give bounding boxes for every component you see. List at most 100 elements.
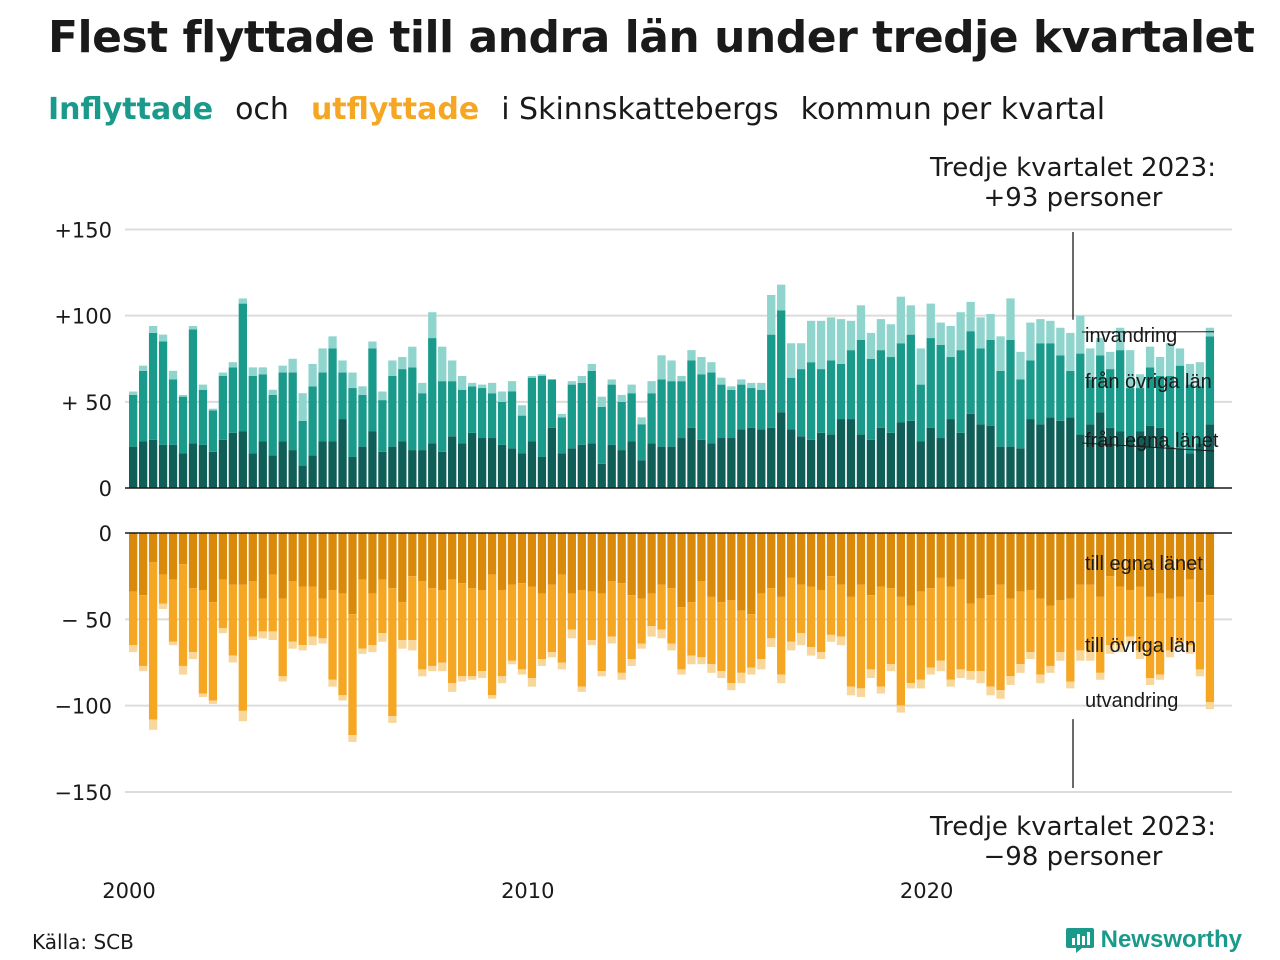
- x-tick-label: 2010: [501, 879, 554, 903]
- bar-outflow-local: [368, 533, 377, 594]
- bar-outflow-other-county: [826, 576, 836, 635]
- bar-inflow-immigration: [467, 382, 477, 387]
- brand-name: Newsworthy: [1100, 926, 1242, 953]
- bar-inflow-other-county: [966, 331, 975, 414]
- bar-inflow-local: [906, 420, 915, 488]
- bar-inflow-other-county: [747, 388, 756, 428]
- bar-inflow-local: [767, 427, 776, 488]
- bar-inflow-other-county: [916, 384, 925, 442]
- bar-inflow-other-county: [408, 367, 417, 451]
- bar-inflow-immigration: [378, 391, 387, 401]
- bar-outflow-local: [458, 533, 467, 584]
- bar-outflow-other-county: [298, 586, 307, 646]
- bar-inflow-immigration: [248, 367, 257, 376]
- bar-outflow-emigration: [238, 710, 247, 722]
- bar-outflow-other-county: [378, 579, 387, 634]
- bar-outflow-emigration: [378, 633, 387, 642]
- bar-inflow-local: [966, 413, 975, 488]
- bar-outflow-local: [168, 533, 178, 580]
- bar-inflow-immigration: [1086, 348, 1095, 380]
- bar-inflow-immigration: [806, 320, 816, 363]
- bar-inflow-immigration: [1116, 327, 1125, 351]
- bar-inflow-immigration: [697, 357, 706, 375]
- chart-title: Flest flyttade till andra län under tred…: [48, 12, 1255, 63]
- bar-outflow-emigration: [517, 669, 527, 675]
- bar-inflow-immigration: [647, 381, 656, 394]
- bar-inflow-immigration: [1036, 319, 1045, 344]
- bar-outflow-emigration: [308, 636, 317, 646]
- bar-outflow-emigration: [587, 640, 596, 646]
- bar-inflow-immigration: [348, 372, 357, 389]
- bar-outflow-other-county: [129, 591, 138, 646]
- bar-outflow-local: [358, 533, 367, 580]
- bar-outflow-local: [1016, 533, 1025, 592]
- x-tick-label: 2000: [102, 879, 155, 903]
- annotation-top-line1: Tredje kvartalet 2023:: [929, 153, 1216, 183]
- bar-inflow-immigration: [1026, 322, 1035, 361]
- bar-inflow-immigration: [577, 375, 586, 383]
- bar-inflow-other-county: [298, 420, 307, 466]
- bar-inflow-local: [1006, 446, 1015, 488]
- bar-inflow-immigration: [517, 405, 527, 416]
- bar-outflow-local: [836, 533, 846, 585]
- bar-outflow-emigration: [787, 641, 796, 651]
- bar-inflow-immigration: [368, 341, 377, 349]
- bar-inflow-local: [777, 412, 786, 488]
- bar-inflow-other-county: [1096, 355, 1105, 413]
- bar-inflow-other-county: [1135, 388, 1145, 432]
- bar-outflow-other-county: [677, 607, 686, 670]
- bar-inflow-other-county: [687, 360, 696, 428]
- bar-outflow-other-county: [647, 593, 656, 627]
- bar-inflow-local: [1106, 427, 1115, 488]
- bar-outflow-emigration: [507, 660, 517, 665]
- bar-inflow-other-county: [458, 389, 467, 444]
- bar-outflow-local: [657, 533, 666, 585]
- bar-inflow-local: [946, 419, 955, 488]
- bar-outflow-local: [477, 533, 487, 590]
- bar-outflow-local: [777, 533, 786, 597]
- bar-outflow-local: [816, 533, 826, 590]
- bar-inflow-immigration: [268, 389, 277, 395]
- bar-inflow-other-county: [129, 394, 138, 447]
- bar-outflow-local: [717, 533, 726, 603]
- bar-outflow-emigration: [138, 665, 148, 672]
- bar-inflow-immigration: [238, 298, 247, 304]
- bar-inflow-local: [428, 443, 437, 488]
- bar-outflow-emigration: [806, 646, 816, 656]
- bar-outflow-emigration: [1145, 678, 1155, 685]
- bar-outflow-local: [986, 533, 995, 596]
- bar-inflow-other-county: [497, 401, 507, 445]
- bar-inflow-local: [188, 443, 198, 488]
- bar-inflow-local: [707, 443, 716, 488]
- bar-outflow-local: [747, 533, 756, 615]
- bar-outflow-other-county: [438, 589, 447, 663]
- bar-inflow-local: [198, 444, 208, 488]
- bar-outflow-local: [946, 533, 955, 587]
- bar-outflow-local: [1135, 533, 1145, 587]
- bar-inflow-immigration: [507, 381, 517, 392]
- bar-outflow-local: [896, 533, 905, 597]
- bar-inflow-other-county: [607, 384, 616, 445]
- bar-inflow-immigration: [677, 375, 686, 382]
- bar-outflow-emigration: [158, 603, 168, 609]
- bar-outflow-other-county: [527, 586, 537, 679]
- bar-inflow-other-county: [537, 375, 547, 457]
- bar-outflow-emigration: [647, 626, 656, 637]
- bar-outflow-emigration: [896, 705, 905, 713]
- bar-inflow-local: [208, 451, 218, 488]
- bar-inflow-immigration: [1066, 332, 1075, 371]
- bar-inflow-immigration: [816, 320, 826, 370]
- bar-inflow-other-county: [138, 370, 148, 442]
- bar-outflow-other-county: [1086, 584, 1095, 653]
- bar-inflow-immigration: [148, 326, 158, 333]
- bar-inflow-local: [517, 453, 527, 488]
- bar-outflow-emigration: [966, 671, 975, 680]
- bar-inflow-other-county: [248, 375, 257, 454]
- bar-inflow-immigration: [158, 334, 168, 342]
- bar-outflow-other-county: [657, 584, 666, 630]
- bar-outflow-local: [158, 533, 168, 575]
- bar-outflow-emigration: [448, 683, 457, 692]
- bar-inflow-local: [1195, 443, 1205, 488]
- bar-inflow-immigration: [906, 305, 915, 335]
- bar-inflow-local: [388, 446, 397, 488]
